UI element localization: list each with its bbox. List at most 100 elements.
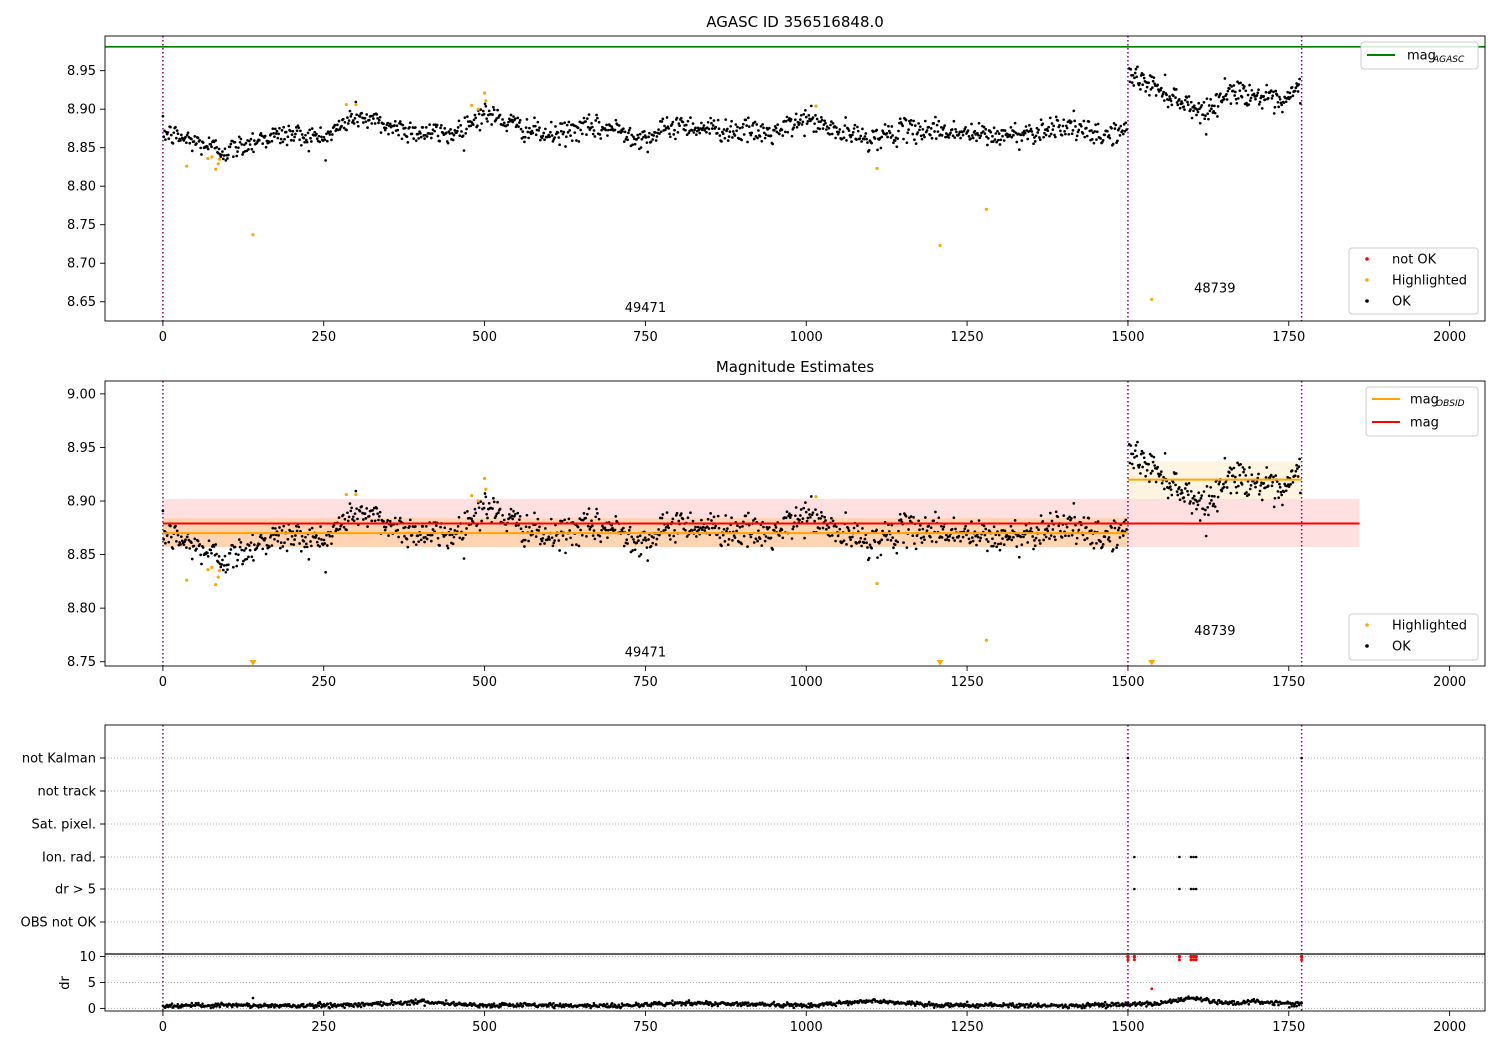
ok-point	[829, 123, 832, 127]
ok-point	[514, 524, 518, 527]
ok-point	[795, 125, 799, 129]
ok-point	[685, 535, 689, 538]
ok-point	[1186, 489, 1189, 493]
dr-ok-point	[585, 1005, 588, 1009]
dr-ok-point	[1109, 1004, 1113, 1008]
ok-point	[1118, 134, 1122, 137]
x-tick-label: 750	[633, 1020, 658, 1035]
ok-point	[1117, 127, 1121, 130]
ok-point	[229, 142, 233, 146]
ok-point	[538, 126, 541, 130]
ok-point	[410, 132, 414, 136]
x-tick-label: 250	[311, 1020, 336, 1035]
ok-point	[1090, 138, 1094, 141]
ok-point	[936, 130, 940, 133]
ok-point	[423, 540, 426, 544]
ok-point	[764, 133, 768, 137]
ok-point	[478, 128, 482, 132]
ok-point	[679, 512, 683, 515]
dr-not-ok-point	[1194, 954, 1198, 959]
ok-point	[1229, 491, 1233, 495]
ok-point	[1112, 121, 1116, 125]
chart-title: AGASC ID 356516848.0	[706, 13, 884, 31]
ok-point	[305, 545, 309, 549]
ok-point	[726, 127, 729, 131]
ok-point	[939, 524, 943, 528]
ok-point	[873, 137, 877, 140]
ok-point	[962, 129, 966, 133]
ok-point	[917, 519, 920, 523]
ok-point	[199, 146, 202, 150]
dr-ok-point	[201, 1002, 204, 1006]
ok-point	[1070, 533, 1074, 537]
ok-point	[819, 511, 823, 514]
ok-point	[1012, 133, 1015, 137]
ok-point	[163, 529, 166, 533]
ok-point	[255, 546, 259, 550]
ok-point	[295, 129, 299, 133]
dr-ok-point	[1295, 1004, 1298, 1008]
ok-point	[708, 132, 712, 135]
ok-point	[356, 124, 360, 128]
ok-point	[627, 528, 631, 532]
ok-point	[760, 544, 764, 547]
ok-point	[891, 536, 894, 539]
ok-point	[976, 133, 980, 137]
ok-point	[724, 118, 728, 121]
ok-point	[383, 528, 387, 532]
ok-point	[996, 542, 1000, 546]
highlighted-point	[214, 167, 218, 171]
ok-point	[744, 118, 748, 122]
ok-point	[749, 133, 753, 137]
ok-point	[849, 135, 853, 139]
ok-point	[452, 535, 456, 539]
ok-point	[1082, 119, 1086, 123]
ok-point	[1182, 105, 1186, 109]
ok-point	[710, 526, 714, 530]
ok-point	[954, 127, 957, 131]
ok-point	[315, 540, 319, 544]
ok-point	[1009, 524, 1013, 528]
ok-point	[198, 139, 202, 142]
obsid-label: 49471	[625, 645, 666, 660]
dr-ok-point	[645, 1001, 649, 1005]
flag-point	[1178, 887, 1181, 891]
ok-point	[560, 519, 564, 523]
ok-point	[200, 562, 203, 566]
dr-ok-point	[492, 1002, 496, 1005]
ok-point	[1072, 502, 1076, 505]
ok-point	[657, 528, 660, 531]
ok-point	[885, 131, 889, 135]
ok-point	[627, 131, 630, 135]
ok-point	[591, 125, 594, 129]
ok-point	[806, 120, 810, 123]
ok-point	[549, 130, 552, 134]
ok-point	[692, 131, 696, 134]
ok-point	[1009, 125, 1013, 129]
ok-point	[659, 130, 663, 134]
dr-ok-point	[381, 1004, 384, 1007]
ok-point	[274, 533, 278, 537]
ok-point	[174, 539, 178, 543]
ok-point	[436, 134, 440, 138]
ok-point	[617, 124, 621, 127]
ok-point	[1177, 485, 1181, 489]
ok-point	[486, 516, 489, 520]
ok-point	[1003, 529, 1007, 533]
ok-point	[276, 539, 280, 543]
ok-point	[820, 514, 824, 518]
y-tick-label: 8.80	[67, 602, 96, 617]
ok-point	[282, 524, 286, 528]
ok-point	[1160, 95, 1164, 98]
ok-point	[811, 511, 815, 515]
ok-point	[644, 539, 648, 542]
ok-point	[1020, 139, 1024, 142]
ok-point	[604, 128, 608, 132]
ok-point	[913, 138, 916, 142]
ok-point	[1113, 526, 1117, 530]
ok-point	[507, 117, 511, 121]
ok-point	[780, 128, 784, 132]
ok-point	[827, 126, 831, 130]
ok-point	[804, 501, 807, 504]
ok-point	[895, 551, 899, 555]
